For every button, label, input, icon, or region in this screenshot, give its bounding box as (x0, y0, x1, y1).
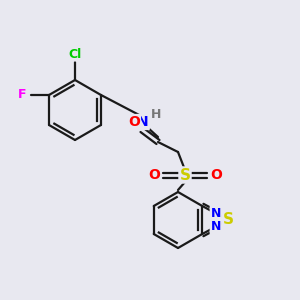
Text: O: O (128, 115, 140, 129)
Text: N: N (211, 220, 221, 233)
Text: N: N (137, 115, 149, 129)
Text: S: S (223, 212, 234, 227)
Text: O: O (148, 168, 160, 182)
Text: H: H (151, 109, 161, 122)
Text: N: N (211, 207, 221, 220)
Text: O: O (210, 168, 222, 182)
Text: S: S (179, 167, 191, 182)
Text: Cl: Cl (68, 47, 82, 61)
Text: F: F (18, 88, 26, 101)
